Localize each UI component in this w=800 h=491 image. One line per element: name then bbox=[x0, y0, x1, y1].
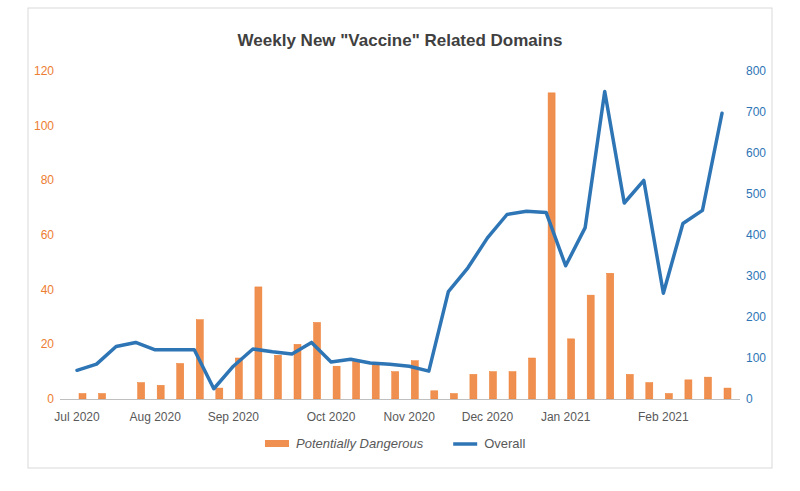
bar bbox=[509, 372, 516, 399]
bar bbox=[724, 388, 731, 399]
y-tick-label: 80 bbox=[41, 173, 55, 187]
bar bbox=[372, 363, 379, 399]
x-axis-line bbox=[60, 399, 740, 400]
y2-tick-label: 300 bbox=[746, 269, 766, 283]
y2-tick-label: 600 bbox=[746, 146, 766, 160]
line bbox=[77, 92, 722, 389]
bar bbox=[607, 273, 614, 399]
title: Weekly New "Vaccine" Related Domains bbox=[238, 31, 563, 50]
y2-tick-label: 400 bbox=[746, 228, 766, 242]
bar bbox=[704, 377, 711, 399]
bar bbox=[568, 339, 575, 399]
bar bbox=[626, 374, 633, 399]
y2-tick-label: 100 bbox=[746, 351, 766, 365]
x-tick-label: Oct 2020 bbox=[307, 410, 356, 424]
y-tick-label: 0 bbox=[47, 392, 54, 406]
y-tick-label: 20 bbox=[41, 337, 55, 351]
x-tick-label: Aug 2020 bbox=[129, 410, 181, 424]
y2-tick-label: 700 bbox=[746, 105, 766, 119]
legend-swatch bbox=[453, 442, 477, 446]
bar bbox=[470, 374, 477, 399]
y-tick-label: 40 bbox=[41, 283, 55, 297]
y-tick-label: 120 bbox=[34, 64, 54, 78]
x-tick-label: Feb 2021 bbox=[638, 410, 689, 424]
bar bbox=[431, 391, 438, 399]
bar bbox=[216, 388, 223, 399]
bar bbox=[274, 355, 281, 399]
bar bbox=[118, 399, 125, 400]
bar bbox=[646, 383, 653, 399]
bar bbox=[685, 380, 692, 399]
bar bbox=[157, 385, 164, 399]
y2-tick-label: 200 bbox=[746, 310, 766, 324]
x-tick-label: Dec 2020 bbox=[462, 410, 514, 424]
x-tick-label: Sep 2020 bbox=[208, 410, 260, 424]
bar bbox=[587, 295, 594, 399]
bar bbox=[529, 358, 536, 399]
bar bbox=[255, 287, 262, 399]
legend-label: Overall bbox=[484, 436, 525, 451]
legend-swatch bbox=[265, 440, 289, 447]
bar bbox=[353, 361, 360, 399]
y2-tick-label: 0 bbox=[746, 392, 753, 406]
bar bbox=[138, 383, 145, 399]
bar bbox=[489, 372, 496, 399]
chart-frame bbox=[28, 8, 772, 468]
bar bbox=[99, 394, 106, 399]
bar bbox=[665, 394, 672, 399]
x-tick-label: Jul 2020 bbox=[54, 410, 100, 424]
chart: Weekly New "Vaccine" Related Domains 0 20 4… bbox=[0, 0, 800, 491]
y-tick-label: 100 bbox=[34, 119, 54, 133]
bar bbox=[79, 394, 86, 399]
plot-area bbox=[77, 92, 731, 400]
x-tick-label: Nov 2020 bbox=[384, 410, 436, 424]
bar bbox=[333, 366, 340, 399]
y-tick-label: 60 bbox=[41, 228, 55, 242]
bar bbox=[314, 322, 321, 399]
y2-tick-label: 500 bbox=[746, 187, 766, 201]
x-tick-label: Jan 2021 bbox=[541, 410, 591, 424]
y2-tick-label: 800 bbox=[746, 64, 766, 78]
bar bbox=[177, 363, 184, 399]
bar bbox=[450, 394, 457, 399]
bar bbox=[548, 93, 555, 399]
legend-label: Potentially Dangerous bbox=[296, 436, 424, 451]
bar bbox=[392, 372, 399, 399]
